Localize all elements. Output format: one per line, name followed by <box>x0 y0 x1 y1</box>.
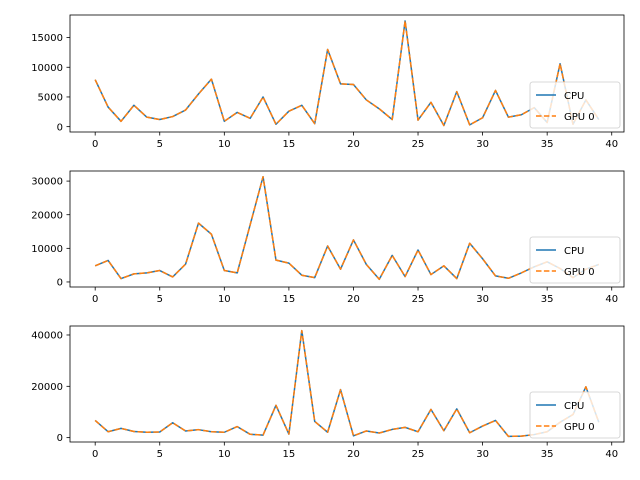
x-tick-label: 20 <box>347 449 360 460</box>
x-tick-label: 15 <box>283 294 296 305</box>
legend-label: CPU <box>564 246 584 257</box>
y-tick-label: 10000 <box>31 244 63 255</box>
series-line-gpu-0 <box>94 20 600 127</box>
x-tick-label: 25 <box>412 139 425 150</box>
axes-frame <box>69 325 625 443</box>
axes-frame <box>69 170 625 288</box>
x-tick-label: 5 <box>157 449 163 460</box>
x-tick-label: 10 <box>218 139 231 150</box>
legend-label: CPU <box>564 401 584 412</box>
y-tick-label: 20000 <box>31 382 63 393</box>
x-tick-label: 5 <box>157 294 163 305</box>
x-tick-label: 10 <box>218 294 231 305</box>
legend-label: GPU 0 <box>564 267 595 278</box>
legend-label: CPU <box>564 91 584 102</box>
chart-panel-3: 0 5 10 15 20 25 30 35 40 0 20000 40000 CPU GPU 0 <box>31 325 625 460</box>
x-tick-label: 30 <box>476 449 489 460</box>
x-tick-label: 35 <box>541 449 554 460</box>
y-tick-label: 5000 <box>38 93 63 104</box>
x-tick-label: 40 <box>605 139 618 150</box>
legend-label: GPU 0 <box>564 112 595 123</box>
y-tick-label: 40000 <box>31 331 63 342</box>
x-tick-label: 15 <box>283 139 296 150</box>
x-tick-label: 20 <box>347 139 360 150</box>
y-tick-label: 0 <box>57 433 63 444</box>
x-tick-label: 35 <box>541 294 554 305</box>
y-tick-label: 30000 <box>31 177 63 188</box>
chart-panel-2: 0 5 10 15 20 25 30 35 40 0 10000 20000 30000 CPU GPU 0 <box>31 170 625 305</box>
x-tick-label: 35 <box>541 139 554 150</box>
x-tick-label: 5 <box>157 139 163 150</box>
chart-panel-1: 0 5 10 15 20 25 30 35 40 0 5000 10000 15000 CPU GPU 0 <box>31 14 625 150</box>
x-tick-label: 40 <box>605 294 618 305</box>
x-tick-label: 30 <box>476 294 489 305</box>
x-tick-label: 40 <box>605 449 618 460</box>
x-tick-label: 15 <box>283 449 296 460</box>
y-tick-label: 0 <box>57 122 63 133</box>
x-tick-label: 0 <box>92 294 98 305</box>
legend: CPU GPU 0 <box>529 81 621 129</box>
legend: CPU GPU 0 <box>529 236 621 284</box>
legend-label: GPU 0 <box>564 422 595 433</box>
x-tick-label: 0 <box>92 139 98 150</box>
x-tick-label: 25 <box>412 294 425 305</box>
axes-frame <box>69 14 625 133</box>
y-tick-label: 15000 <box>31 33 63 44</box>
series-line-gpu-0 <box>94 175 600 281</box>
series-line-gpu-0 <box>94 329 600 438</box>
legend: CPU GPU 0 <box>529 391 621 439</box>
y-tick-label: 10000 <box>31 63 63 74</box>
x-tick-label: 20 <box>347 294 360 305</box>
x-tick-label: 0 <box>92 449 98 460</box>
y-tick-label: 20000 <box>31 210 63 221</box>
x-tick-label: 30 <box>476 139 489 150</box>
x-tick-label: 25 <box>412 449 425 460</box>
y-tick-label: 0 <box>57 278 63 289</box>
x-tick-label: 10 <box>218 449 231 460</box>
